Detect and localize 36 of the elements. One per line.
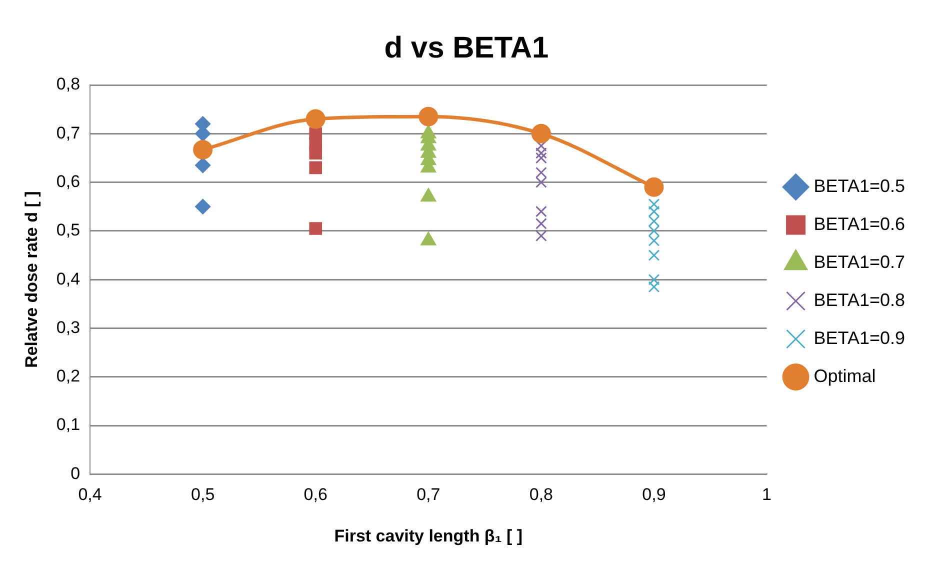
legend-label: BETA1=0.5 — [814, 176, 906, 196]
point — [531, 124, 551, 144]
point — [648, 250, 660, 261]
y-tick-label: 0,6 — [56, 172, 80, 191]
point — [418, 106, 438, 126]
y-tick-label: 0,5 — [56, 220, 80, 240]
chart-title: d vs BETA1 — [384, 31, 549, 64]
legend-label: BETA1=0.6 — [814, 214, 906, 234]
x-tick-label: 0,7 — [416, 485, 440, 504]
y-tick-label: 0,2 — [56, 366, 80, 386]
y-tick-label: 0,1 — [56, 415, 80, 434]
y-tick-label: 0,4 — [56, 269, 80, 288]
y-tick-label: 0 — [70, 464, 80, 483]
x-tick-label: 0,9 — [642, 485, 666, 504]
x-tick-label: 0,6 — [304, 485, 328, 504]
x-tick-label: 1 — [762, 485, 772, 504]
legend-label: BETA1=0.8 — [814, 290, 906, 310]
y-tick-label: 0,7 — [56, 123, 80, 142]
point — [195, 198, 211, 214]
x-tick-label: 0,8 — [529, 485, 554, 504]
x-tick-label: 0,5 — [191, 485, 215, 504]
point — [309, 161, 322, 174]
legend-label: BETA1=0.7 — [814, 252, 906, 272]
y-tick-label: 0,3 — [56, 318, 80, 337]
point — [193, 140, 213, 160]
point — [309, 146, 322, 160]
y-axis-title: Relatve dose rate d [ ] — [22, 191, 41, 368]
point — [309, 222, 322, 235]
point — [644, 177, 664, 197]
x-axis-title: First cavity length β₁ [ ] — [334, 526, 523, 546]
point — [306, 109, 326, 129]
y-tick-label: 0,8 — [56, 74, 80, 94]
x-tick-label: 0,4 — [78, 485, 102, 504]
point — [195, 158, 211, 174]
legend-label: Optimal — [814, 366, 876, 386]
legend-label: BETA1=0.9 — [814, 328, 906, 348]
